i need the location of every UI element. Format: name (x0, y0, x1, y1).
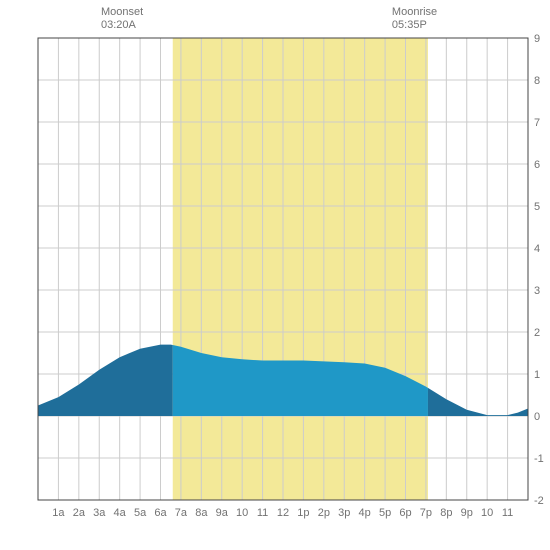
y-tick-label: 2 (534, 327, 540, 339)
x-tick-label: 2a (73, 507, 86, 519)
y-tick-label: 0 (534, 411, 540, 423)
y-tick-label: 7 (534, 117, 540, 129)
moonset-label: Moonset03:20A (101, 6, 143, 32)
y-axis: -2 -1 0 1 2 3 4 5 6 7 8 9 (534, 33, 544, 507)
x-axis: 1a 2a 3a 4a 5a 6a 7a 8a 9a 10 11 12 1p 2p 3p 4p 5p 6p 7p 8p… (52, 507, 513, 519)
header-label-time: 03:20A (101, 19, 143, 32)
x-tick-label: 1a (52, 507, 65, 519)
x-tick-label: 3a (93, 507, 106, 519)
x-tick-label: 4p (359, 507, 371, 519)
y-tick-label: 9 (534, 33, 540, 45)
x-tick-label: 2p (318, 507, 330, 519)
header-label-title: Moonset (101, 6, 143, 19)
y-tick-label: 8 (534, 75, 540, 87)
x-tick-label: 8p (440, 507, 452, 519)
x-tick-label: 5p (379, 507, 391, 519)
x-tick-label: 8a (195, 507, 208, 519)
y-tick-label: 5 (534, 201, 540, 213)
x-tick-label: 6p (399, 507, 411, 519)
tide-chart: -2-101234567891a2a3a4a5a6a7a8a9a1011121p… (0, 0, 550, 550)
x-tick-label: 12 (277, 507, 289, 519)
chart-svg: -2-101234567891a2a3a4a5a6a7a8a9a1011121p… (0, 0, 550, 550)
x-tick-label: 6a (154, 507, 167, 519)
y-tick-label: -2 (534, 495, 544, 507)
x-tick-label: 3p (338, 507, 350, 519)
x-tick-label: 7p (420, 507, 432, 519)
y-tick-label: 3 (534, 285, 540, 297)
y-tick-label: 1 (534, 369, 540, 381)
x-tick-label: 10 (236, 507, 248, 519)
moonrise-label: Moonrise05:35P (392, 6, 437, 32)
x-tick-label: 9a (216, 507, 229, 519)
header-label-time: 05:35P (392, 19, 437, 32)
daylight-band (173, 38, 428, 500)
x-tick-label: 4a (114, 507, 127, 519)
header-label-title: Moonrise (392, 6, 437, 19)
x-tick-label: 5a (134, 507, 147, 519)
y-tick-label: 6 (534, 159, 540, 171)
y-tick-label: 4 (534, 243, 540, 255)
x-tick-label: 11 (502, 507, 513, 519)
x-tick-label: 1p (297, 507, 309, 519)
x-tick-label: 11 (257, 507, 268, 519)
y-tick-label: -1 (534, 453, 544, 465)
x-tick-label: 10 (481, 507, 493, 519)
x-tick-label: 9p (461, 507, 473, 519)
x-tick-label: 7a (175, 507, 188, 519)
